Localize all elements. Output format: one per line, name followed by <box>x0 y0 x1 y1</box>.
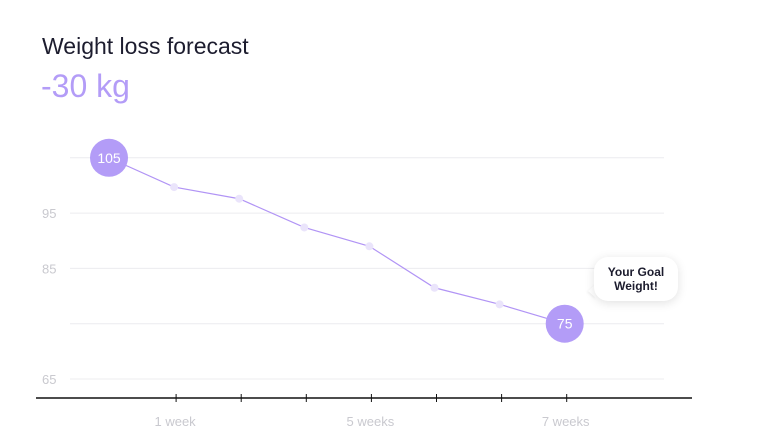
x-tick-label: 7 weeks <box>542 414 590 429</box>
data-point <box>495 300 504 309</box>
data-point <box>170 183 179 192</box>
y-tick-label: 85 <box>42 261 56 276</box>
series-line <box>108 157 565 325</box>
end-marker-label: 75 <box>557 316 573 332</box>
start-marker-label: 105 <box>97 150 121 166</box>
goal-callout-text: Your Goal Weight! <box>607 265 665 293</box>
data-point <box>235 194 244 203</box>
x-tick-label: 1 week <box>154 414 196 429</box>
goal-callout: Your Goal Weight! <box>594 257 678 301</box>
data-point <box>300 223 309 232</box>
y-tick-label: 95 <box>42 206 56 221</box>
data-point <box>430 283 439 292</box>
chart-title: Weight loss forecast <box>42 33 249 59</box>
end-marker <box>545 304 584 343</box>
chart-subtitle: -30 kg <box>41 68 130 104</box>
start-marker <box>90 138 128 177</box>
x-tick-label: 5 weeks <box>347 414 395 429</box>
y-tick-label: 65 <box>42 372 56 387</box>
data-point <box>365 242 374 251</box>
goal-callout-tail <box>588 284 596 298</box>
